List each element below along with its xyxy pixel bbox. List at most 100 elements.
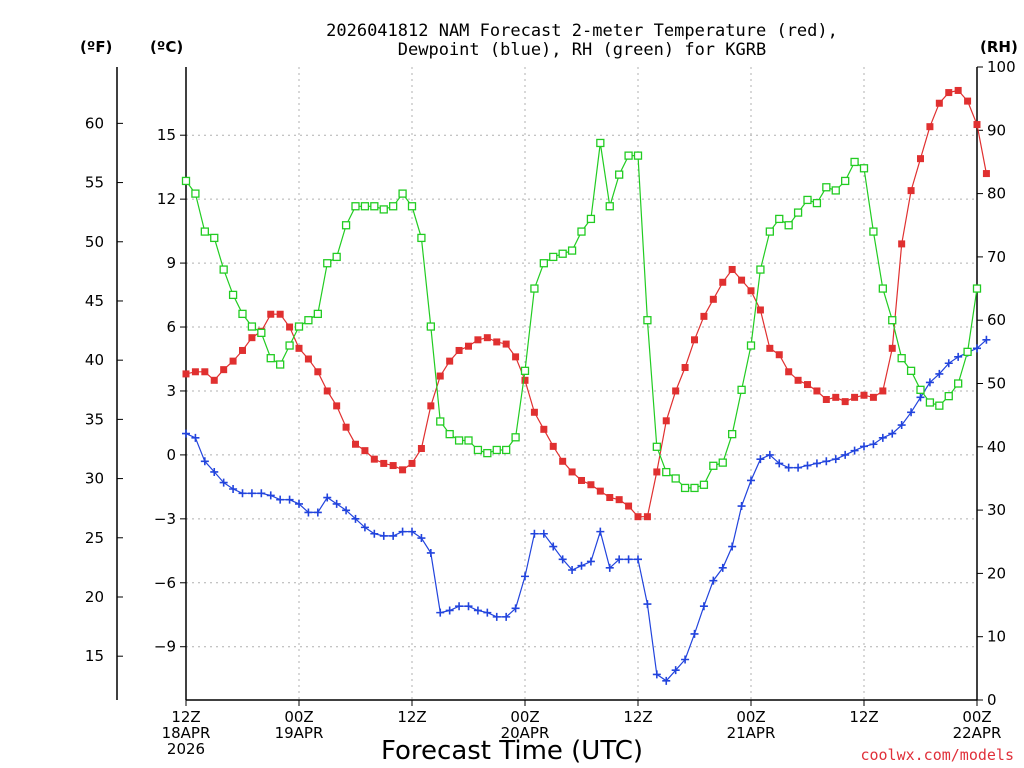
temp-point [973,121,981,129]
temp-point [926,123,934,131]
dew-point [285,495,294,504]
dew-point [860,442,868,451]
temp-point [662,417,670,425]
dew-point [728,542,737,551]
rh-tick-label: 30 [987,501,1006,519]
dew-point [643,600,652,609]
rh-point [615,170,624,179]
rh-point [662,467,671,477]
rh-point [690,483,699,493]
rh-point [285,341,294,350]
rh-point [841,176,850,186]
temp-point [625,502,633,510]
dew-point [982,335,991,344]
rh-tick-label: 80 [987,185,1006,203]
rh-point [850,157,859,167]
temp-point [907,187,915,195]
dew-point [323,493,332,502]
dew-point [247,489,256,498]
rh-point [709,461,718,470]
temp-point [869,393,877,401]
temp-point [756,306,764,314]
rh-point [558,249,567,258]
celsius-tick-label: −9 [154,638,176,656]
dew-point [690,629,699,638]
temp-point [606,494,614,502]
rh-point [247,322,257,331]
dew-point [219,478,228,487]
dew-point [276,495,285,504]
dew-point [436,608,445,617]
fahrenheit-tick-label: 20 [85,588,104,606]
rh-point [906,366,916,375]
x-tick-label: 12Z [849,708,878,726]
x-tick-label: 00Z [284,708,313,726]
temp-point [399,466,407,474]
celsius-tick-label: −3 [154,510,176,528]
dew-point [747,476,755,485]
temp-point [267,310,275,318]
rh-point [511,433,520,442]
dew-point [191,433,200,442]
temp-point [380,459,388,467]
dew-point [342,506,351,515]
temp-point [945,89,953,97]
celsius-tick-label: 15 [157,126,176,144]
dew-point [398,527,407,536]
temp-point [361,447,369,455]
dew-point [897,421,906,430]
fahrenheit-tick-label: 30 [85,470,104,488]
dew-point [662,676,671,685]
rh-point [520,366,530,375]
dew-point [200,457,209,466]
temp-point [709,295,717,303]
rh-point [454,436,464,445]
rh-point [737,385,746,394]
dew-point [699,602,708,611]
temp-point [738,276,746,284]
dew-point [229,485,238,493]
rh-point [191,189,200,198]
dew-point [888,429,897,438]
dew-point [954,352,963,361]
temp-point [304,355,312,363]
dew-point [831,455,840,464]
temp-point [210,376,218,384]
rh-point [746,341,756,350]
temp-point [446,357,454,365]
rh-point [417,233,426,243]
dew-point [257,489,266,498]
rh-point [436,417,445,426]
dew-point [238,489,247,498]
rh-point [492,445,501,455]
temp-point [474,336,482,344]
x-tick-label: 00Z [962,708,991,726]
rh-point [596,138,605,148]
rh-point [897,354,906,363]
rh-point [266,354,275,363]
dew-point [737,502,746,511]
temp-point [822,395,830,403]
dew-point [332,499,341,508]
dew-point [671,666,680,675]
temp-point [898,240,906,248]
credit-label: coolwx.com/models [860,746,1014,764]
dew-point [370,529,379,538]
temp-point [719,278,727,286]
temp-point [220,366,228,374]
rh-tick-label: 10 [987,628,1006,646]
rh-tick-label: 0 [987,691,997,709]
rh-tick-label: 60 [987,311,1006,329]
dew-point [841,450,850,459]
rh-tick-label: 20 [987,564,1006,582]
rh-point [963,347,972,357]
rh-point [793,208,803,217]
rh-point [803,195,812,205]
rh-point [680,483,690,493]
rh-point [859,164,869,173]
temp-line [185,89,987,518]
rh-point [360,202,370,211]
temp-point [935,99,943,107]
dew-point [210,467,219,476]
